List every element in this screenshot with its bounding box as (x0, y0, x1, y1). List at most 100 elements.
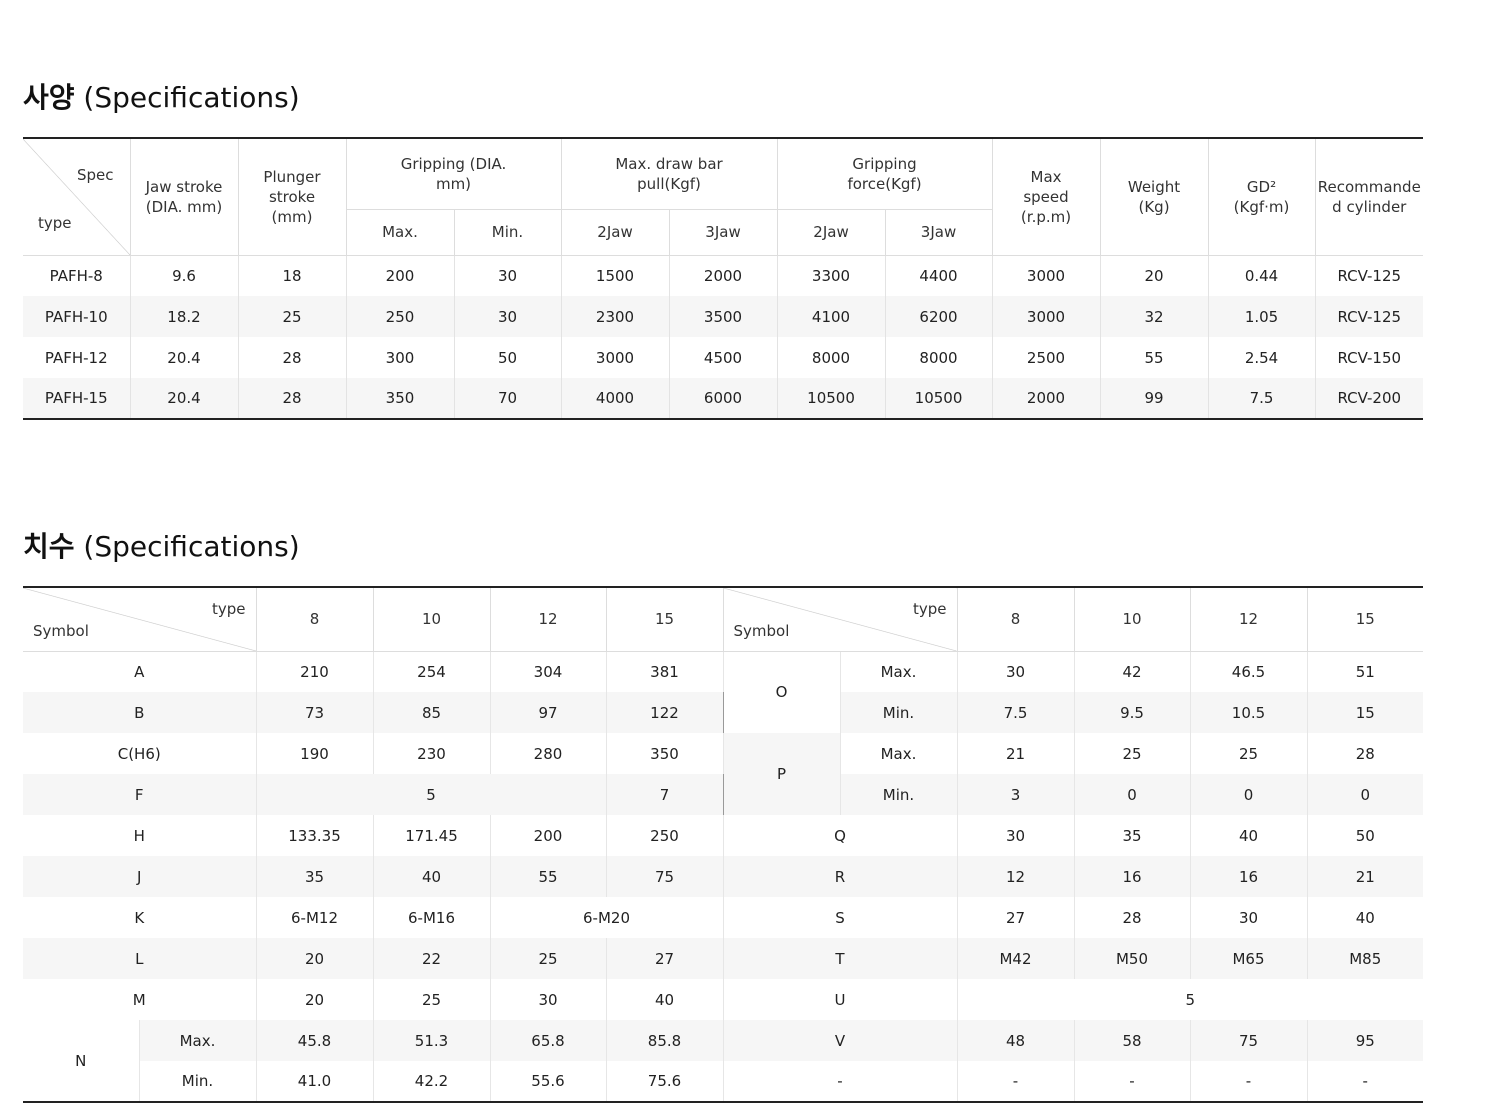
value-cell: 45.8 (256, 1020, 374, 1061)
value-cell: 95 (1307, 1020, 1423, 1061)
value-cell: 51 (1307, 651, 1423, 692)
value-cell: 30 (454, 296, 562, 337)
value-cell: 300 (346, 337, 455, 378)
value-cell: 0 (1190, 774, 1308, 815)
value-cell: 3300 (777, 255, 886, 296)
symbol-cell: L (23, 938, 257, 979)
dim-corner-left: type Symbol (23, 587, 257, 652)
value-cell: RCV-125 (1315, 296, 1424, 337)
value-cell: 6-M16 (373, 897, 491, 938)
value-cell: 25 (1190, 733, 1308, 774)
header-plunger-stroke: Plunger stroke (mm) (238, 138, 347, 256)
value-cell: - (957, 1061, 1075, 1102)
value-cell: 350 (606, 733, 724, 774)
value-cell: 210 (256, 651, 374, 692)
value-cell: 75.6 (606, 1061, 724, 1102)
value-cell: 6000 (669, 378, 778, 419)
value-cell: 27 (957, 897, 1075, 938)
value-cell: 280 (490, 733, 607, 774)
value-cell: 30 (957, 651, 1075, 692)
symbol-cell: M (23, 979, 257, 1020)
value-cell: - (1190, 1061, 1308, 1102)
value-cell: 2.54 (1208, 337, 1316, 378)
type-header: 10 (373, 587, 491, 652)
value-cell: 55 (1100, 337, 1209, 378)
value-cell: 28 (1307, 733, 1423, 774)
table-row: H 133.35 171.45 200 250 Q 30 35 40 50 (23, 815, 1423, 856)
value-cell: 30 (454, 255, 562, 296)
type-header: 10 (1074, 587, 1191, 652)
corner-spec-label: Spec (76, 166, 114, 184)
value-cell: 99 (1100, 378, 1209, 419)
value-cell: 75 (1190, 1020, 1308, 1061)
header-draw-bar: Max. draw bar pull(Kgf) (561, 138, 778, 210)
table-row: L 20 22 25 27 T M42 M50 M65 M85 (23, 938, 1423, 979)
value-cell: 25 (490, 938, 607, 979)
symbol-cell: O (722, 651, 841, 733)
header-force-3jaw: 3Jaw (885, 209, 993, 256)
sub-label: Max. (139, 1020, 257, 1061)
value-cell: 350 (346, 378, 455, 419)
value-cell: 381 (606, 651, 724, 692)
value-cell: 6-M12 (256, 897, 374, 938)
value-cell: 42 (1074, 651, 1191, 692)
value-cell: 15 (1307, 692, 1423, 733)
value-cell: 40 (606, 979, 724, 1020)
value-cell: M42 (957, 938, 1075, 979)
value-cell: 3 (957, 774, 1075, 815)
value-cell: 42.2 (373, 1061, 491, 1102)
symbol-cell: Q (722, 815, 958, 856)
dimension-table: type Symbol 8 10 12 15 type Symbol 8 10 … (23, 586, 1423, 1103)
value-cell: 0 (1074, 774, 1191, 815)
value-cell: 58 (1074, 1020, 1191, 1061)
value-cell: 200 (346, 255, 455, 296)
value-cell: 7 (606, 774, 724, 815)
value-cell: 30 (490, 979, 607, 1020)
type-cell: PAFH-12 (23, 337, 131, 378)
symbol-cell: U (722, 979, 958, 1020)
value-cell: M50 (1074, 938, 1191, 979)
value-cell: 3000 (992, 296, 1101, 337)
header-force-2jaw: 2Jaw (777, 209, 886, 256)
type-header: 15 (606, 587, 724, 652)
value-cell: 18.2 (130, 296, 239, 337)
value-cell: 30 (1190, 897, 1308, 938)
value-cell: 51.3 (373, 1020, 491, 1061)
value-cell: 122 (606, 692, 724, 733)
value-cell: 254 (373, 651, 491, 692)
value-cell: 41.0 (256, 1061, 374, 1102)
value-cell: 25 (238, 296, 347, 337)
dimension-section-title: 치수 (Specifications) (23, 530, 300, 563)
symbol-cell: T (722, 938, 958, 979)
corner-type-label: type (912, 600, 947, 618)
value-cell: 25 (373, 979, 491, 1020)
value-cell: 28 (238, 378, 347, 419)
value-cell: 200 (490, 815, 607, 856)
header-gripping: Gripping (DIA. mm) (346, 138, 562, 210)
value-cell: 20 (1100, 255, 1209, 296)
header-jaw-stroke: Jaw stroke (DIA. mm) (130, 138, 239, 256)
type-header: 12 (1190, 587, 1308, 652)
value-cell: 21 (957, 733, 1075, 774)
value-cell: 73 (256, 692, 374, 733)
value-cell: 6200 (885, 296, 993, 337)
table-row: M 20 25 30 40 U 5 (23, 979, 1423, 1020)
header-draw-2jaw: 2Jaw (561, 209, 670, 256)
value-cell: - (1074, 1061, 1191, 1102)
value-cell: 9.6 (130, 255, 239, 296)
value-cell: 8000 (777, 337, 886, 378)
value-cell: 50 (1307, 815, 1423, 856)
value-cell: 6-M20 (490, 897, 724, 938)
value-cell: 20 (256, 979, 374, 1020)
type-cell: PAFH-8 (23, 255, 131, 296)
table-row: F 5 7 Min. 3 0 0 0 (23, 774, 1423, 815)
table-row: PAFH-12 20.4 28 300 50 3000 4500 8000 8000 2500 55… (23, 337, 1423, 378)
value-cell: 250 (346, 296, 455, 337)
value-cell: 2300 (561, 296, 670, 337)
value-cell: 4400 (885, 255, 993, 296)
value-cell: 30 (957, 815, 1075, 856)
value-cell: 55 (490, 856, 607, 897)
value-cell: 190 (256, 733, 374, 774)
value-cell: 16 (1190, 856, 1308, 897)
value-cell: RCV-200 (1315, 378, 1424, 419)
